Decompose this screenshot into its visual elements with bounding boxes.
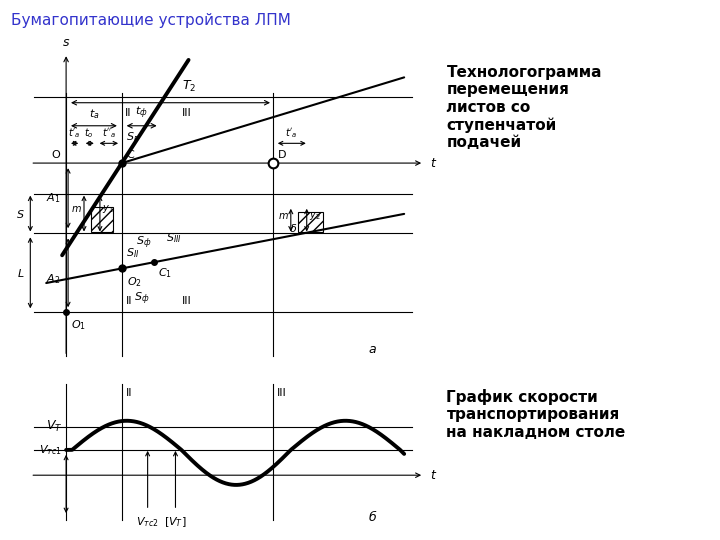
Text: $T_2$: $T_2$ xyxy=(182,79,197,94)
Text: $O_1$: $O_1$ xyxy=(71,318,86,332)
Text: $L$: $L$ xyxy=(17,267,24,279)
Text: $[V_T]$: $[V_T]$ xyxy=(164,515,186,529)
Text: $S_{II}$: $S_{II}$ xyxy=(126,246,139,260)
Text: $S_в$: $S_в$ xyxy=(126,130,139,144)
Text: $t$: $t$ xyxy=(430,469,437,482)
Text: $S$: $S$ xyxy=(16,207,24,220)
Text: $t'_a$: $t'_a$ xyxy=(284,126,297,140)
Text: Бумагопитающие устройства ЛПМ: Бумагопитающие устройства ЛПМ xyxy=(11,14,291,29)
Text: График скорости
транспортирования
на накладном столе: График скорости транспортирования на нак… xyxy=(446,389,626,440)
Text: $C_1$: $C_1$ xyxy=(158,267,172,280)
Text: $S_ф$: $S_ф$ xyxy=(134,291,149,307)
Text: $V_T$: $V_T$ xyxy=(45,419,62,434)
Text: O: O xyxy=(51,150,60,160)
Text: $S_{III}$: $S_{III}$ xyxy=(166,231,181,245)
Text: $S_ф$: $S_ф$ xyxy=(136,234,152,251)
Text: $t$: $t$ xyxy=(430,157,437,170)
Text: II: II xyxy=(126,296,132,306)
Text: II: II xyxy=(125,108,132,118)
Text: $V_{тс2}$: $V_{тс2}$ xyxy=(136,515,159,529)
Text: $t'_a$: $t'_a$ xyxy=(68,126,81,140)
Text: III: III xyxy=(277,388,287,398)
Text: $m$: $m$ xyxy=(71,204,82,214)
Text: $\delta$: $\delta$ xyxy=(289,222,297,234)
Text: III: III xyxy=(181,108,192,118)
Text: Технологограмма
перемещения
листов со
ступенчатой
подачей: Технологограмма перемещения листов со ст… xyxy=(446,65,602,150)
Text: $A_1$: $A_1$ xyxy=(45,191,60,205)
Text: $m$: $m$ xyxy=(278,211,289,221)
Text: $s$: $s$ xyxy=(62,36,71,49)
Text: $t_ф$: $t_ф$ xyxy=(135,105,148,122)
Text: $t_a$: $t_a$ xyxy=(89,107,99,122)
Text: $y_2$: $y_2$ xyxy=(309,210,320,222)
Text: а: а xyxy=(369,343,376,356)
Text: $t_o$: $t_o$ xyxy=(84,126,94,140)
Text: II: II xyxy=(126,388,132,398)
Text: $O_2$: $O_2$ xyxy=(127,275,141,289)
Text: $A_2$: $A_2$ xyxy=(46,273,60,286)
Text: D: D xyxy=(278,150,286,160)
Text: III: III xyxy=(181,296,192,306)
Bar xyxy=(297,212,323,232)
Text: $V_{тс1}$: $V_{тс1}$ xyxy=(40,443,62,457)
Text: б: б xyxy=(369,511,377,524)
Text: $y_1$: $y_1$ xyxy=(102,203,114,215)
Text: $t''_a$: $t''_a$ xyxy=(102,126,116,140)
Bar xyxy=(91,206,112,232)
Text: C: C xyxy=(127,150,135,160)
